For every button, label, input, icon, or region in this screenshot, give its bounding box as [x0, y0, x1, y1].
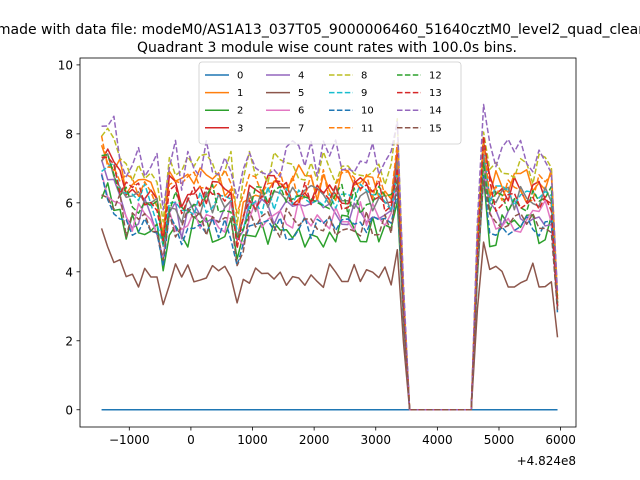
legend-label-12: 12 [429, 71, 442, 82]
y-tick-label: 6 [65, 196, 73, 210]
legend-label-14: 14 [429, 106, 442, 117]
x-tick-label: 5000 [484, 433, 515, 447]
legend-label-13: 13 [429, 88, 442, 99]
series-line-9 [101, 138, 559, 411]
y-tick-label: 10 [58, 58, 73, 72]
axes-frame [79, 57, 577, 428]
legend-box [198, 61, 462, 145]
legend-label-15: 15 [429, 123, 442, 134]
plot-area [100, 103, 559, 411]
series-line-15 [101, 178, 559, 411]
series-line-5 [100, 228, 559, 411]
x-tick-label: 3000 [360, 433, 391, 447]
legend-label-8: 8 [361, 71, 367, 82]
chart-title: Quadrant 3 module wise count rates with … [137, 40, 517, 56]
y-tick-label: 8 [65, 127, 73, 141]
legend-label-4: 4 [298, 71, 304, 82]
legend-label-2: 2 [237, 106, 243, 117]
x-tick-label: 0 [187, 433, 195, 447]
legend-label-0: 0 [237, 71, 243, 82]
legend-label-1: 1 [237, 88, 243, 99]
y-tick-label: 2 [65, 334, 73, 348]
x-tick-label: 1000 [237, 433, 268, 447]
legend-label-3: 3 [237, 123, 243, 134]
chart-suptitle: Plot made with data file: modeM0/AS1A13_… [0, 22, 640, 38]
x-tick-label: 4000 [422, 433, 453, 447]
legend-label-10: 10 [361, 106, 374, 117]
x-tick-label: 2000 [299, 433, 330, 447]
legend-label-7: 7 [298, 123, 304, 134]
x-tick-label: 6000 [545, 433, 576, 447]
y-tick-label: 4 [65, 265, 73, 279]
legend-label-5: 5 [298, 88, 304, 99]
legend-label-11: 11 [361, 123, 374, 134]
legend-label-9: 9 [361, 88, 367, 99]
x-axis-offset-label: +4.824e8 [517, 454, 576, 468]
y-tick-label: 0 [65, 403, 73, 417]
legend-label-6: 6 [298, 106, 304, 117]
series-line-14 [101, 103, 559, 411]
x-tick-label: −1000 [109, 433, 150, 447]
series-line-13 [101, 135, 559, 411]
